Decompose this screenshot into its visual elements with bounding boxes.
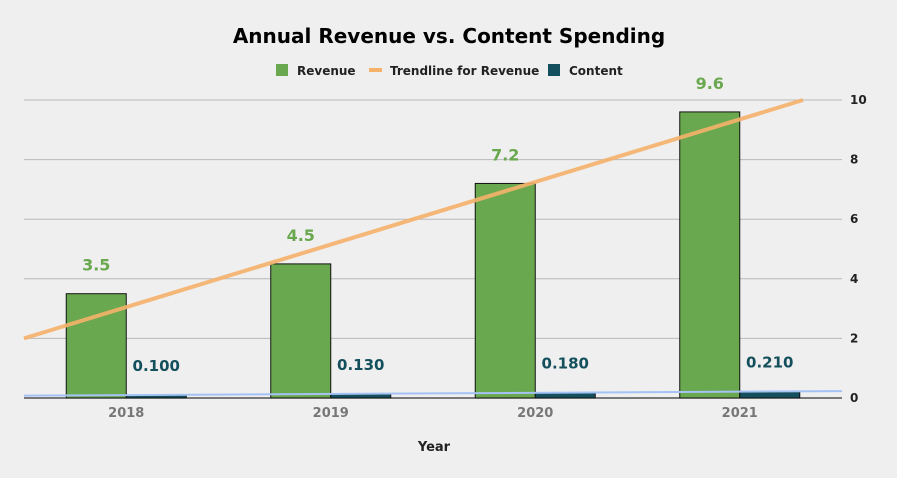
data-labels: 3.5 0.100 4.5 0.130 7.2 0.180 9.6 0.210 xyxy=(82,74,793,375)
data-label-revenue-2019: 4.5 xyxy=(287,226,315,245)
bar-revenue-2020 xyxy=(474,182,536,399)
trendlines xyxy=(23,98,843,397)
trendline-revenue xyxy=(23,98,804,341)
legend-label-content: Content xyxy=(569,64,623,78)
data-label-revenue-2020: 7.2 xyxy=(491,145,519,164)
legend-label-revenue: Revenue xyxy=(297,64,356,78)
y-tick-label: 2 xyxy=(850,331,858,345)
bar-revenue-2019 xyxy=(270,263,332,399)
y-tick-label: 8 xyxy=(850,153,858,167)
y-tick-label: 6 xyxy=(850,212,858,226)
y-axis-ticks: 0 2 4 6 8 10 xyxy=(850,93,867,405)
y-tick-label: 0 xyxy=(850,391,858,405)
legend-swatch-revenue xyxy=(276,64,288,76)
y-tick-label: 10 xyxy=(850,93,867,107)
x-tick-label-2020: 2020 xyxy=(517,406,553,421)
legend-item-revenue: Revenue xyxy=(276,64,356,78)
data-label-content-2019: 0.130 xyxy=(337,356,384,374)
legend: Revenue Trendline for Revenue Content xyxy=(276,64,623,78)
x-tick-label-2018: 2018 xyxy=(108,406,144,421)
legend-item-content: Content xyxy=(548,64,623,78)
trendline-content xyxy=(23,390,843,397)
legend-item-trendline-revenue: Trendline for Revenue xyxy=(369,64,539,78)
bar-content-2021 xyxy=(739,391,801,399)
legend-swatch-content xyxy=(548,64,560,76)
legend-label-trendline: Trendline for Revenue xyxy=(390,64,539,78)
data-label-revenue-2021: 9.6 xyxy=(696,74,724,93)
data-label-revenue-2018: 3.5 xyxy=(82,256,110,275)
x-tick-label-2019: 2019 xyxy=(313,406,349,421)
data-label-content-2021: 0.210 xyxy=(746,354,793,372)
y-tick-label: 4 xyxy=(850,272,858,286)
data-label-content-2018: 0.100 xyxy=(133,357,180,375)
chart-title: Annual Revenue vs. Content Spending xyxy=(233,24,665,48)
data-label-content-2020: 0.180 xyxy=(542,355,589,373)
bars xyxy=(65,111,801,399)
x-axis-title: Year xyxy=(417,440,451,455)
x-axis-ticks: 2018 2019 2020 2021 xyxy=(108,406,758,421)
x-tick-label-2021: 2021 xyxy=(722,406,758,421)
bar-revenue-2021 xyxy=(679,111,741,399)
